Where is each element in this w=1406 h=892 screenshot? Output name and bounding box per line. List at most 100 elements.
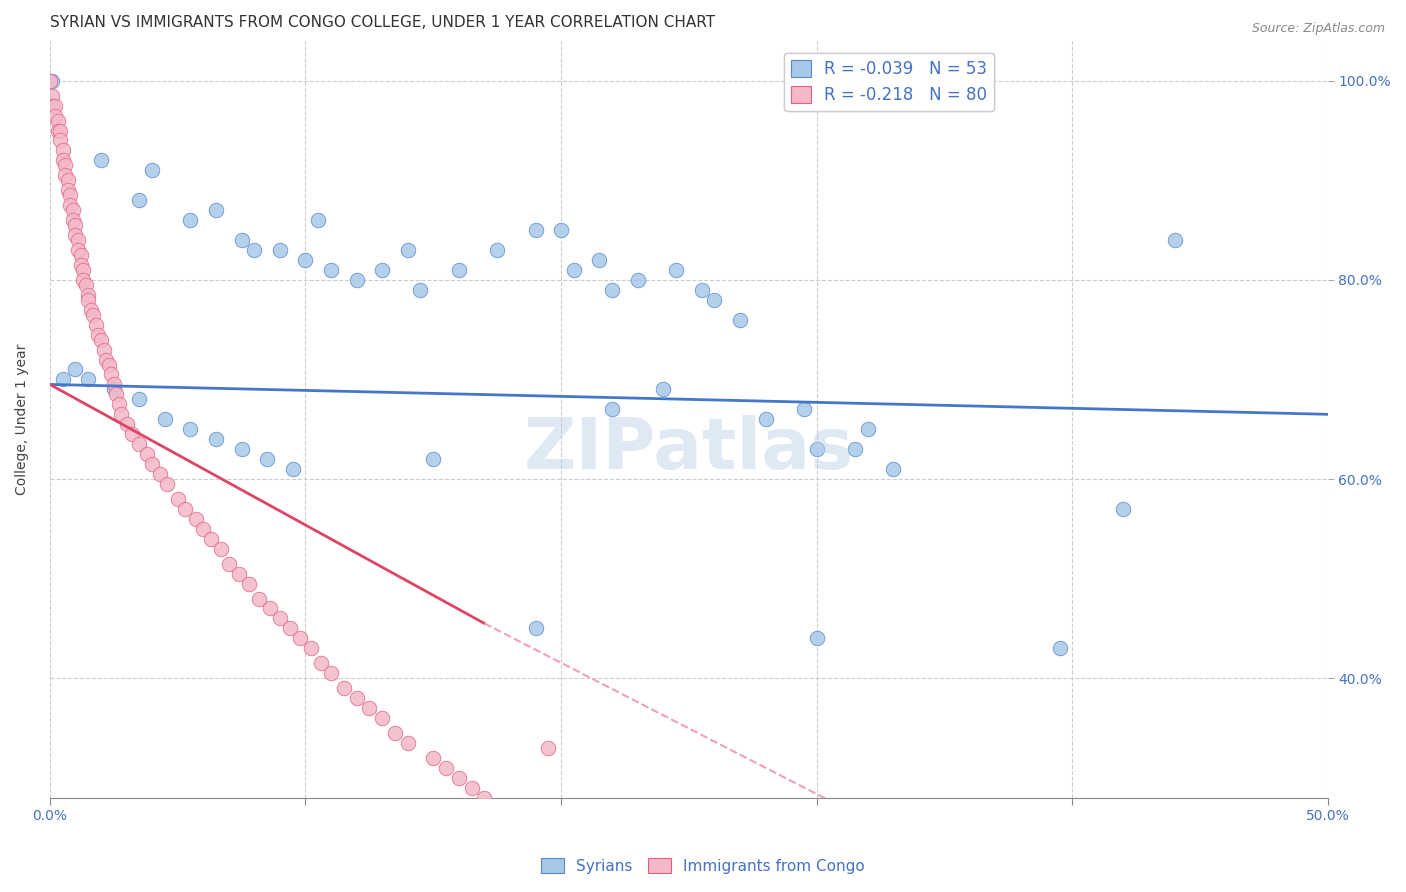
Point	[524, 223, 547, 237]
Point	[486, 243, 509, 257]
Point	[69, 258, 91, 272]
Point	[93, 343, 115, 357]
Point	[460, 780, 482, 795]
Point	[136, 447, 159, 461]
Point	[69, 248, 91, 262]
Point	[65, 228, 87, 243]
Point	[238, 576, 260, 591]
Point	[38, 73, 60, 87]
Legend: R = -0.039   N = 53, R = -0.218   N = 80: R = -0.039 N = 53, R = -0.218 N = 80	[785, 53, 994, 111]
Point	[84, 318, 107, 332]
Point	[77, 288, 100, 302]
Point	[627, 273, 650, 287]
Point	[77, 372, 100, 386]
Point	[537, 740, 560, 755]
Point	[65, 218, 87, 232]
Point	[53, 158, 76, 172]
Point	[486, 800, 509, 814]
Point	[41, 88, 63, 103]
Point	[806, 442, 828, 457]
Point	[269, 611, 291, 625]
Point	[87, 327, 110, 342]
Point	[90, 333, 112, 347]
Point	[600, 283, 623, 297]
Point	[205, 432, 228, 446]
Point	[550, 223, 572, 237]
Point	[156, 477, 179, 491]
Point	[359, 701, 381, 715]
Point	[309, 657, 332, 671]
Point	[1112, 502, 1135, 516]
Point	[80, 302, 103, 317]
Point	[62, 203, 84, 218]
Point	[307, 213, 329, 227]
Point	[371, 263, 394, 277]
Point	[396, 736, 419, 750]
Point	[703, 293, 725, 307]
Point	[882, 462, 904, 476]
Point	[409, 283, 432, 297]
Point	[1049, 641, 1071, 656]
Point	[44, 98, 66, 112]
Point	[46, 113, 69, 128]
Point	[346, 273, 368, 287]
Point	[94, 352, 117, 367]
Point	[77, 293, 100, 307]
Text: ZIPatlas: ZIPatlas	[524, 415, 853, 484]
Point	[72, 273, 94, 287]
Legend: Syrians, Immigrants from Congo: Syrians, Immigrants from Congo	[536, 852, 870, 880]
Point	[200, 532, 222, 546]
Point	[793, 402, 815, 417]
Point	[108, 397, 131, 411]
Point	[128, 193, 150, 207]
Point	[121, 427, 143, 442]
Point	[193, 522, 215, 536]
Point	[384, 726, 406, 740]
Text: Source: ZipAtlas.com: Source: ZipAtlas.com	[1251, 22, 1385, 36]
Point	[59, 198, 82, 212]
Point	[82, 308, 104, 322]
Point	[128, 437, 150, 451]
Point	[72, 263, 94, 277]
Point	[41, 98, 63, 112]
Text: SYRIAN VS IMMIGRANTS FROM CONGO COLLEGE, UNDER 1 YEAR CORRELATION CHART: SYRIAN VS IMMIGRANTS FROM CONGO COLLEGE,…	[49, 15, 716, 30]
Point	[755, 412, 778, 426]
Point	[209, 541, 232, 556]
Point	[179, 422, 201, 436]
Point	[103, 377, 125, 392]
Point	[396, 243, 419, 257]
Y-axis label: College, Under 1 year: College, Under 1 year	[15, 343, 30, 495]
Point	[256, 452, 278, 467]
Point	[141, 457, 163, 471]
Point	[75, 277, 97, 292]
Point	[153, 412, 176, 426]
Point	[49, 133, 72, 147]
Point	[105, 387, 128, 401]
Point	[66, 233, 89, 247]
Point	[103, 383, 125, 397]
Point	[179, 213, 201, 227]
Point	[588, 252, 610, 267]
Point	[97, 358, 120, 372]
Point	[299, 641, 322, 656]
Point	[856, 422, 879, 436]
Point	[59, 188, 82, 202]
Point	[128, 392, 150, 407]
Point	[100, 368, 122, 382]
Point	[52, 372, 75, 386]
Point	[652, 383, 675, 397]
Point	[422, 751, 444, 765]
Point	[231, 442, 253, 457]
Point	[62, 213, 84, 227]
Point	[66, 243, 89, 257]
Point	[474, 790, 496, 805]
Point	[806, 632, 828, 646]
Point	[259, 601, 281, 615]
Point	[56, 183, 79, 197]
Point	[53, 169, 76, 183]
Point	[115, 417, 138, 432]
Point	[371, 711, 394, 725]
Point	[319, 666, 342, 681]
Point	[141, 163, 163, 178]
Point	[690, 283, 713, 297]
